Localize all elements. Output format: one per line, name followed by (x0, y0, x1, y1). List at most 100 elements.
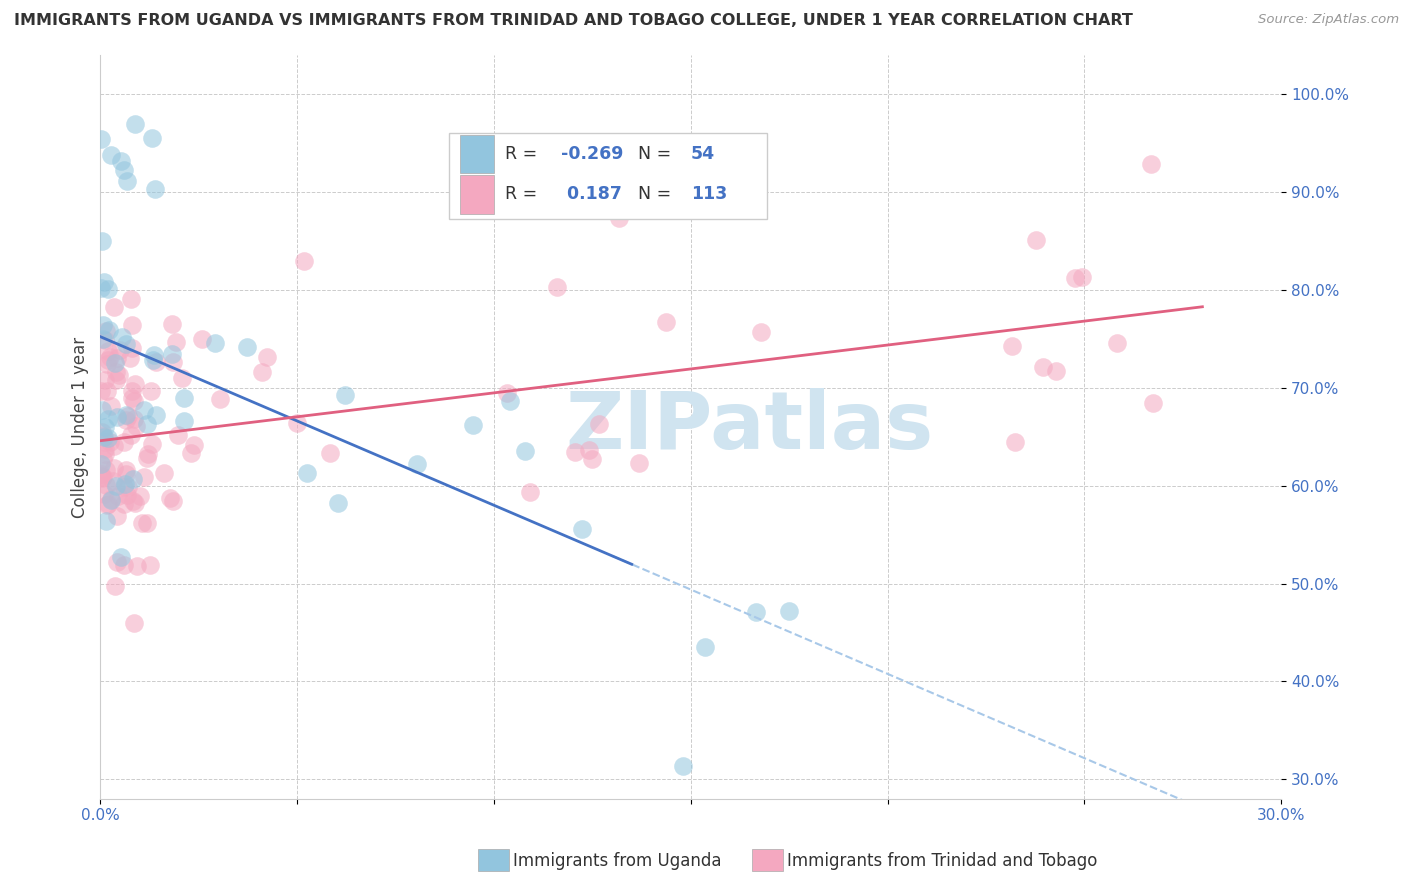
Point (209, 392, 232, 406)
Bar (461, 175, 494, 213)
Point (90, 469, 112, 483)
Point (1139, 157, 1161, 171)
Point (749, 325, 772, 339)
Point (90, 403, 112, 417)
Y-axis label: College, Under 1 year: College, Under 1 year (72, 336, 89, 517)
Point (100, 148, 122, 162)
Point (124, 419, 146, 434)
Point (170, 371, 193, 385)
Point (496, 386, 519, 401)
Point (91, 332, 114, 346)
Point (162, 494, 184, 508)
Point (173, 392, 195, 406)
Point (90, 234, 112, 248)
Point (90, 425, 112, 439)
Point (94, 463, 117, 477)
Point (143, 182, 166, 196)
Point (571, 522, 593, 536)
Point (115, 488, 138, 502)
Point (114, 480, 136, 494)
Point (1032, 360, 1054, 375)
Point (90, 384, 112, 398)
Point (778, 604, 800, 618)
Point (97, 497, 120, 511)
Point (1004, 435, 1026, 450)
Point (93, 487, 115, 501)
Point (461, 418, 484, 433)
Point (498, 393, 520, 408)
Point (139, 384, 162, 399)
Point (581, 452, 603, 467)
Point (96, 384, 118, 398)
Bar (461, 135, 494, 173)
Point (107, 555, 129, 569)
Point (136, 451, 159, 466)
Point (513, 444, 536, 458)
Point (564, 445, 586, 459)
Point (588, 417, 610, 431)
Text: N =: N = (637, 145, 676, 163)
Point (141, 437, 163, 451)
Point (180, 446, 202, 460)
Text: Source: ZipAtlas.com: Source: ZipAtlas.com (1258, 13, 1399, 27)
Point (96, 358, 118, 372)
Point (142, 352, 165, 367)
Point (114, 408, 136, 422)
Point (114, 435, 136, 450)
Point (136, 447, 159, 461)
Point (142, 348, 165, 362)
Point (94, 477, 117, 491)
Point (159, 491, 181, 505)
Point (94, 374, 117, 388)
Point (120, 427, 142, 442)
Text: 113: 113 (690, 186, 727, 203)
Point (250, 365, 273, 379)
Point (97, 282, 120, 296)
Point (105, 365, 128, 379)
Point (167, 428, 190, 442)
Point (1142, 396, 1164, 410)
Text: 54: 54 (690, 145, 714, 163)
Point (285, 416, 308, 430)
Point (328, 496, 350, 510)
Point (108, 368, 131, 382)
Point (128, 489, 150, 503)
Point (105, 351, 128, 366)
Text: -0.269: -0.269 (561, 145, 623, 163)
Point (145, 408, 167, 422)
Point (94, 435, 117, 450)
Text: R =: R = (505, 145, 543, 163)
Point (166, 335, 188, 350)
Point (1025, 233, 1047, 247)
Point (173, 414, 195, 428)
Point (108, 343, 131, 357)
Point (104, 356, 127, 370)
Point (91, 469, 114, 483)
Point (93, 318, 115, 332)
Point (124, 496, 146, 510)
Text: R =: R = (505, 186, 543, 203)
Point (90, 467, 112, 482)
Point (672, 759, 695, 773)
Point (139, 558, 162, 572)
Point (122, 616, 145, 631)
Point (118, 351, 141, 366)
Point (1070, 270, 1092, 285)
Point (519, 484, 541, 499)
Point (297, 466, 319, 480)
Point (117, 480, 139, 494)
Point (120, 292, 142, 306)
FancyBboxPatch shape (449, 133, 768, 219)
Text: N =: N = (637, 186, 676, 203)
Point (93, 442, 115, 456)
Point (115, 174, 138, 188)
Point (1001, 339, 1024, 353)
Point (93, 429, 115, 443)
Point (111, 330, 134, 344)
Point (114, 497, 136, 511)
Point (405, 457, 427, 471)
Point (122, 472, 145, 486)
Point (115, 463, 138, 477)
Point (97, 353, 120, 368)
Point (97, 344, 120, 359)
